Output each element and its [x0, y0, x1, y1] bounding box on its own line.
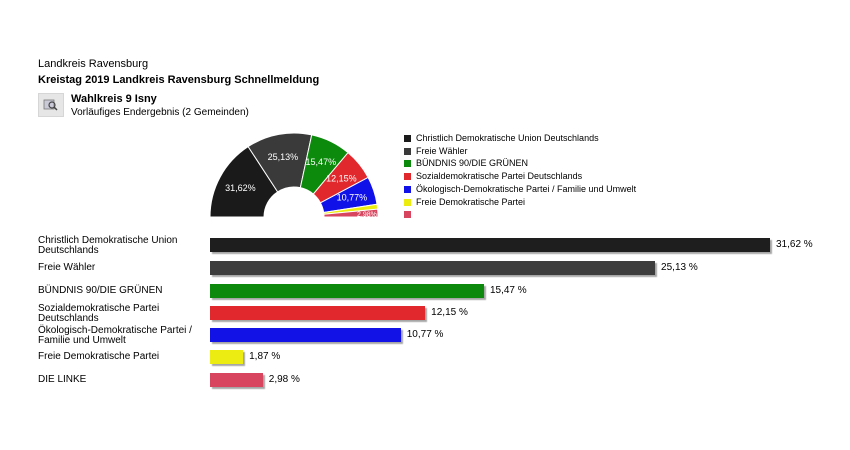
legend-swatch: [404, 135, 411, 142]
bar-value-label: 15,47 %: [489, 285, 527, 296]
pie-slice-label: 15,47%: [306, 157, 337, 167]
bar[interactable]: [210, 238, 770, 252]
bar-value-label: 1,87 %: [249, 351, 281, 362]
bar-value-label: 25,13 %: [661, 262, 698, 273]
pie-slice-label: 12,15%: [326, 174, 357, 184]
legend-label: BÜNDNIS 90/DIE GRÜNEN: [416, 158, 529, 169]
legend-label: Freie Wähler: [416, 145, 468, 156]
bar[interactable]: [210, 306, 426, 320]
region-label: Landkreis Ravensburg: [38, 58, 149, 70]
legend-swatch: [404, 160, 411, 168]
bar-category-label: Freie Wähler: [38, 262, 96, 273]
bar[interactable]: [210, 350, 244, 364]
bar[interactable]: [210, 328, 401, 342]
bar-category-label: Christlich Demokratische Union Deutschla…: [38, 235, 178, 256]
bar[interactable]: [210, 261, 656, 275]
bar-value-label: 31,62 %: [776, 239, 813, 250]
legend-label: Sozialdemokratische Partei Deutschlands: [416, 171, 583, 182]
pie-slice-label: 2,98%: [357, 212, 377, 219]
legend-label: Christlich Demokratische Union Deutschla…: [416, 133, 599, 143]
district-subtitle: Vorläufiges Endergebnis (2 Gemeinden): [71, 107, 249, 118]
bar-category-label: BÜNDNIS 90/DIE GRÜNEN: [38, 285, 163, 296]
pie-slice-label: 25,13%: [268, 152, 299, 162]
legend-label: Freie Demokratische Partei: [416, 196, 526, 207]
bar-category-label: Sozialdemokratische Partei Deutschlands: [38, 303, 160, 324]
pie-slice-label: 10,77%: [337, 193, 368, 203]
map-search-icon-graphic: [43, 99, 58, 111]
bar-value-label: 10,77 %: [406, 329, 444, 340]
bar-value-label: 2,98 %: [268, 374, 300, 385]
legend-swatch: [404, 185, 411, 193]
legend-swatch: [404, 198, 411, 206]
legend-swatch: [404, 173, 411, 181]
pie-slice[interactable]: [323, 208, 379, 218]
bar[interactable]: [210, 373, 263, 387]
bar[interactable]: [210, 284, 484, 298]
map-search-icon[interactable]: [38, 93, 64, 117]
bar-category-label: Freie Demokratische Partei: [38, 351, 160, 362]
legend-swatch: [404, 147, 411, 155]
bar-category-label: Ökologisch-Demokratische Partei / Famili…: [38, 325, 192, 346]
bar-value-label: 12,15 %: [431, 307, 468, 318]
legend-swatch: [404, 211, 411, 219]
page-title: Kreistag 2019 Landkreis Ravensburg Schne…: [38, 74, 320, 86]
pie-slice-label: 31,62%: [225, 183, 256, 193]
district-name: Wahlkreis 9 Isny: [71, 93, 157, 105]
legend-label: Ökologisch-Demokratische Partei / Famili…: [416, 183, 637, 194]
bar-category-label: DIE LINKE: [38, 374, 87, 385]
